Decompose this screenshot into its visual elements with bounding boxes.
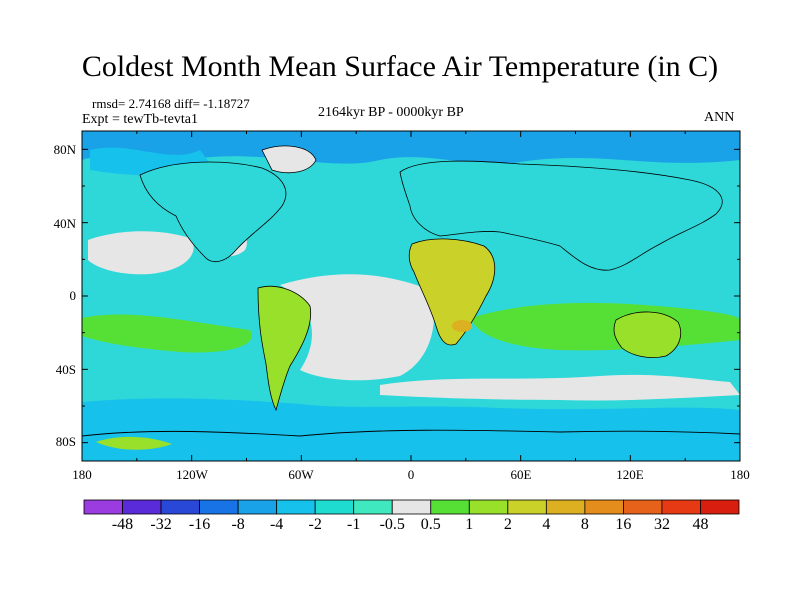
colorbar-label: 32: [653, 516, 670, 533]
colorbar-label: 1: [465, 516, 474, 533]
antarctica-coastline: [82, 429, 740, 437]
lon-tick-120e: 120E: [616, 467, 644, 482]
colorbar-box: [122, 499, 162, 515]
pacific-neutral-region: [88, 231, 194, 275]
colorbar-box: [199, 499, 239, 515]
lat-tick-0: 0: [69, 288, 77, 303]
colorbar-boxes: [83, 499, 740, 515]
lat-tick-40s: 40S: [55, 362, 76, 377]
colorbar-label: -1: [347, 516, 361, 533]
axis-ticks: [81, 131, 741, 461]
lat-tick-80s: 80S: [55, 434, 76, 449]
colorbar-box: [545, 499, 586, 515]
lon-tick-60w: 60W: [288, 467, 314, 482]
lon-tick-60e: 60E: [510, 467, 532, 482]
africa: [408, 238, 496, 346]
lon-tick-180e: 180: [730, 467, 750, 482]
lat-tick-80n: 80N: [53, 142, 76, 157]
colorbar-box: [353, 499, 393, 515]
map-title: Coldest Month Mean Surface Air Temperatu…: [81, 50, 719, 83]
colorbar-box: [237, 499, 278, 515]
colorbar-box: [430, 499, 470, 515]
rmsd-value: rmsd= 2.74168: [92, 96, 171, 111]
colorbar-label: 0.5: [420, 516, 441, 533]
colorbar-label: -4: [269, 516, 284, 533]
australia: [613, 311, 682, 358]
north-america: [139, 161, 287, 263]
colorbar-box: [584, 499, 624, 515]
colorbar-box: [160, 499, 200, 515]
antarctic-warm-patch: [96, 436, 172, 450]
southern-ocean-neutral-band: [380, 374, 740, 401]
lon-tick-0: 0: [407, 467, 415, 482]
colorbar-box: [83, 499, 123, 515]
colorbar-label: 16: [615, 516, 632, 533]
colorbar-label: 48: [692, 516, 709, 533]
colorbar-box: [314, 499, 355, 515]
lon-tick-120w: 120W: [176, 467, 208, 482]
colorbar-label: -2: [308, 516, 322, 533]
greenland: [261, 145, 317, 174]
eurasia: [399, 160, 723, 271]
colorbar-label: -48: [111, 516, 134, 533]
antarctic-region: [82, 398, 740, 461]
south-atlantic-neutral-region: [280, 274, 435, 381]
lat-tick-40n: 40N: [53, 216, 76, 231]
colorbar-box: [623, 499, 663, 515]
warm-hotspot: [452, 320, 472, 332]
colorbar-label: -16: [188, 516, 211, 533]
colorbar-label: 2: [503, 516, 512, 533]
south-pacific-warm-band: [82, 314, 252, 353]
colorbar-label: 4: [542, 516, 551, 533]
colorbar-box: [700, 499, 740, 515]
colorbar-box: [507, 499, 547, 515]
period-label: 2164kyr BP - 0000kyr BP: [318, 105, 464, 120]
colorbar-label: -32: [150, 516, 172, 533]
colorbar-box: [661, 499, 701, 515]
expt-label: Expt = tewTb-tevta1: [82, 112, 198, 127]
arctic-cold-region: [82, 131, 740, 164]
diff-value: diff= -1.18727: [174, 96, 250, 111]
colorbar-label: 8: [580, 516, 589, 533]
colorbar-label: -0.5: [379, 516, 405, 533]
season-label: ANN: [704, 110, 735, 125]
temperature-field: [82, 131, 740, 461]
colorbar-box: [276, 499, 316, 515]
south-america: [257, 285, 312, 412]
colorbar-box: [468, 499, 509, 515]
lon-tick-180w: 180: [72, 467, 92, 482]
colorbar-label: -8: [231, 516, 245, 533]
rmsd-label: rmsd= 2.74168 diff= -1.18727: [92, 96, 250, 112]
colorbar-box: [391, 499, 432, 515]
